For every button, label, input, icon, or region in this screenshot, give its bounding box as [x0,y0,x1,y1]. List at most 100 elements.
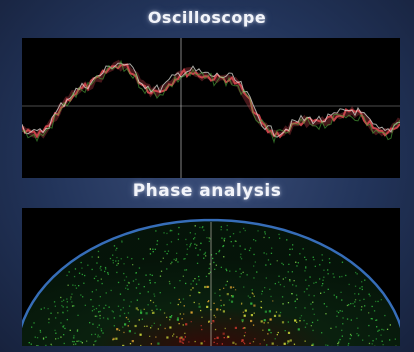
phase-particle [252,324,255,326]
phase-particle [149,282,151,284]
phase-particle [135,272,137,274]
phase-particle [98,311,100,313]
phase-particle [222,332,225,335]
phase-particle [152,301,155,304]
phase-particle [305,266,307,268]
phase-particle [322,279,324,281]
phase-particle [360,309,362,311]
phase-analysis-display [22,208,400,346]
phase-particle [42,337,45,339]
phase-particle [74,284,76,287]
phase-particle [336,310,338,312]
phase-particle [295,294,298,296]
phase-particle [194,278,196,280]
phase-particle [153,322,155,324]
phase-particle [213,341,215,343]
phase-particle [185,269,188,271]
phase-particle [92,305,94,308]
phase-particle [60,322,62,324]
phase-particle [156,243,158,246]
phase-particle [250,314,253,317]
phase-particle [197,291,200,293]
phase-particle [216,308,219,311]
phase-particle [93,277,96,280]
phase-particle [296,298,298,300]
phase-particle [45,344,47,346]
phase-particle [339,338,341,341]
phase-particle [155,336,157,338]
phase-particle [166,243,168,246]
phase-particle [371,305,373,308]
phase-particle [166,336,169,339]
phase-particle [249,342,251,344]
phase-particle [109,257,112,260]
phase-particle [177,233,180,235]
phase-particle [138,267,141,269]
phase-particle [154,248,156,250]
phase-particle [244,331,246,334]
phase-particle [39,329,41,332]
phase-particle [62,312,64,314]
phase-particle [338,340,340,343]
phase-particle [204,253,206,255]
phase-particle [107,272,109,274]
phase-particle [34,336,36,338]
phase-particle [239,268,241,270]
phase-particle [264,310,267,313]
phase-particle [309,276,311,278]
phase-particle [260,300,262,303]
phase-particle [375,300,377,303]
phase-particle [33,322,35,324]
phase-particle [189,294,191,297]
phase-particle [357,327,359,329]
phase-particle [194,225,196,227]
phase-particle [265,277,267,279]
phase-particle [119,315,121,317]
phase-particle [166,253,168,255]
phase-particle [195,247,197,249]
phase-particle [173,258,175,261]
phase-particle [264,233,266,235]
phase-particle [335,326,337,328]
phase-particle [330,327,332,329]
phase-particle [261,293,263,295]
phase-particle [54,305,56,307]
phase-particle [223,238,225,240]
phase-particle [61,304,63,307]
phase-particle [172,335,174,337]
phase-particle [291,271,293,273]
phase-particle [140,312,142,315]
phase-particle [99,314,101,317]
phase-particle [248,249,251,252]
phase-particle [73,337,75,339]
phase-particle [241,340,243,343]
phase-particle [137,309,139,311]
phase-particle [149,335,151,337]
phase-particle [177,303,179,306]
phase-particle [141,318,143,320]
phase-particle [380,299,382,301]
phase-particle [206,305,209,308]
phase-particle [178,226,180,229]
phase-particle [45,336,47,338]
phase-particle [214,316,217,318]
phase-particle [270,332,272,334]
phase-particle [40,308,42,310]
phase-particle [177,238,179,241]
phase-particle [287,340,290,343]
phase-particle [369,295,371,297]
phase-particle [283,285,285,288]
phase-particle [185,323,188,326]
phase-particle [239,231,241,233]
phase-particle [312,301,314,303]
phase-particle [295,261,297,263]
oscilloscope-trace-green [22,59,400,144]
phase-particle [340,291,342,293]
phase-particle [105,304,107,306]
phase-particle [328,258,331,260]
phase-particle [359,299,361,302]
phase-particle [134,332,136,334]
phase-particle [214,328,217,331]
phase-particle [126,284,128,287]
